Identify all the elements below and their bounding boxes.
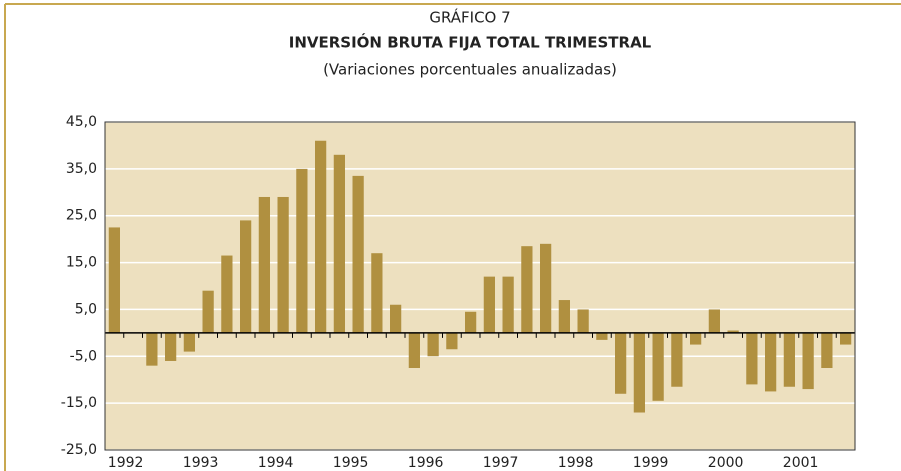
bar bbox=[427, 332, 439, 357]
x-tick-label: 1999 bbox=[633, 455, 669, 471]
bar bbox=[296, 168, 308, 333]
chart-title: GRÁFICO 7 bbox=[429, 8, 510, 27]
bar bbox=[352, 175, 364, 333]
bar bbox=[408, 332, 420, 368]
bar bbox=[258, 196, 270, 333]
bar bbox=[615, 332, 627, 394]
bar bbox=[371, 253, 383, 333]
bar bbox=[727, 330, 739, 333]
y-tick-label: 25,0 bbox=[66, 208, 97, 224]
bar bbox=[540, 243, 552, 333]
bar bbox=[802, 332, 814, 390]
x-tick-label: 1994 bbox=[258, 455, 294, 471]
y-tick-label: -15,0 bbox=[61, 395, 97, 411]
y-tick-label: -25,0 bbox=[61, 442, 97, 458]
x-tick-label: 2000 bbox=[708, 455, 744, 471]
x-tick-label: 1997 bbox=[483, 455, 519, 471]
bar bbox=[690, 332, 702, 345]
bar bbox=[483, 276, 495, 333]
x-tick-label: 1995 bbox=[333, 455, 369, 471]
x-tick-label: 2001 bbox=[783, 455, 819, 471]
bar bbox=[240, 220, 252, 333]
bar bbox=[202, 290, 214, 333]
plot-area bbox=[105, 122, 855, 450]
bar bbox=[221, 255, 233, 333]
bar bbox=[783, 332, 795, 387]
y-tick-label: -5,0 bbox=[70, 348, 97, 364]
y-tick-label: 45,0 bbox=[66, 114, 97, 130]
bar bbox=[633, 332, 645, 413]
bar bbox=[521, 246, 533, 333]
x-tick-label: 1992 bbox=[108, 455, 144, 471]
x-tick-label: 1996 bbox=[408, 455, 444, 471]
bar bbox=[840, 332, 852, 345]
plot-border bbox=[104, 121, 856, 451]
y-tick-label: 5,0 bbox=[75, 301, 97, 317]
bar bbox=[821, 332, 833, 368]
bar bbox=[708, 309, 720, 333]
bar bbox=[446, 332, 458, 350]
bar bbox=[465, 311, 477, 333]
bar bbox=[165, 332, 177, 361]
bar bbox=[315, 140, 327, 333]
bar bbox=[333, 154, 345, 333]
bar bbox=[108, 227, 120, 333]
bar bbox=[746, 332, 758, 385]
bar bbox=[577, 309, 589, 333]
bar bbox=[558, 300, 570, 333]
bar bbox=[277, 196, 289, 333]
bar bbox=[183, 332, 195, 352]
bar bbox=[596, 332, 608, 340]
y-tick-label: 35,0 bbox=[66, 161, 97, 177]
x-tick-label: 1998 bbox=[558, 455, 594, 471]
x-tick-label: 1993 bbox=[183, 455, 219, 471]
bar bbox=[146, 332, 158, 366]
bar bbox=[671, 332, 683, 387]
bar bbox=[652, 332, 664, 401]
bar bbox=[502, 276, 514, 333]
chart-subtitle: INVERSIÓN BRUTA FIJA TOTAL TRIMESTRAL bbox=[289, 33, 652, 52]
y-tick-label: 15,0 bbox=[66, 255, 97, 271]
chart-note: (Variaciones porcentuales anualizadas) bbox=[323, 61, 617, 79]
bar bbox=[390, 304, 402, 333]
bar bbox=[765, 332, 777, 392]
